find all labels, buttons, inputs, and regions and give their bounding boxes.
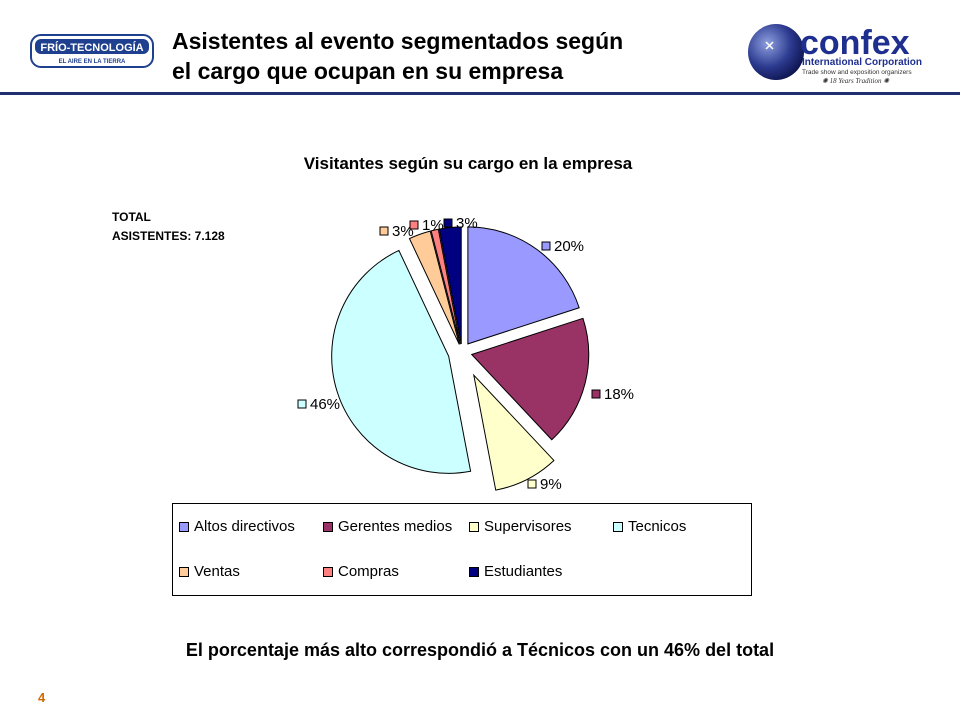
legend-item: Altos directivos: [179, 518, 295, 535]
legend-label: Compras: [338, 563, 399, 580]
logo-left-text1: FRÍO-TECNOLOGÍA: [40, 41, 143, 54]
legend-label: Gerentes medios: [338, 518, 453, 535]
data-label-swatch: [527, 479, 537, 489]
data-label-swatch: [443, 218, 453, 228]
page-title: Asistentes al evento segmentados según e…: [172, 26, 623, 86]
chart-title-text: Visitantes según su cargo en la empresa: [303, 154, 633, 173]
data-label: 9%: [540, 476, 562, 493]
pie-slice-compras: [430, 228, 461, 345]
legend-item: Gerentes medios: [323, 518, 452, 535]
pie-slice-ventas: [408, 230, 460, 345]
legend-label: Ventas: [194, 563, 240, 580]
legend-item: Tecnicos: [613, 518, 686, 535]
pie-slice-gerentes-medios: [470, 317, 590, 441]
legend-item: Ventas: [179, 563, 240, 580]
total-attendees: TOTAL ASISTENTES: 7.128: [112, 208, 225, 246]
page-number: 4: [38, 690, 46, 705]
pie-slice-estudiantes: [438, 226, 462, 345]
legend-item: Compras: [323, 563, 399, 580]
logo-left-text2: EL AIRE EN LA TIERRA: [59, 59, 126, 65]
pie-slice-supervisores: [472, 373, 555, 491]
page-title-line1: Asistentes al evento segmentados según: [172, 28, 624, 54]
legend-label: Tecnicos: [628, 518, 687, 535]
pie-slice-altos-directivos: [467, 226, 580, 345]
legend-swatch: [323, 566, 333, 577]
legend-item: Estudiantes: [469, 563, 562, 580]
chart-title: Visitantes según su cargo en la empresa: [0, 154, 960, 174]
data-label-swatch: [409, 220, 419, 230]
data-label-swatch: [591, 389, 601, 399]
chart-legend: Altos directivos Gerentes medios Superviso…: [172, 503, 752, 596]
logo-right-text3: Trade show and exposition organizers: [802, 69, 912, 76]
data-label-swatch: [379, 226, 389, 236]
header-divider: [0, 92, 960, 95]
legend-swatch: [469, 521, 479, 532]
caption: El porcentaje más alto correspondió a Té…: [185, 640, 775, 660]
frio-tecnologia-logo: FRÍO-TECNOLOGÍA EL AIRE EN LA TIERRA: [30, 34, 154, 68]
legend-label: Supervisores: [484, 518, 572, 535]
data-label: 1%: [422, 217, 444, 234]
legend-label: Altos directivos: [194, 518, 295, 535]
legend-swatch: [179, 521, 189, 532]
pie-slice-tecnicos: [331, 249, 472, 474]
data-label-swatch: [297, 399, 307, 409]
data-label-swatch: [541, 241, 551, 251]
data-label: 46%: [310, 396, 340, 413]
page-title-line2: el cargo que ocupan en su empresa: [172, 58, 564, 84]
logo-right-text4: ✺ 18 Years Tradition ✺: [822, 77, 890, 85]
data-label: 18%: [604, 386, 634, 403]
data-label: 20%: [554, 238, 584, 255]
legend-swatch: [323, 521, 333, 532]
data-label: 3%: [456, 215, 478, 232]
total-line1: TOTAL: [112, 210, 151, 224]
total-line2: ASISTENTES: 7.128: [112, 229, 225, 243]
confex-logo: confex International Corporation Trade s…: [748, 24, 922, 85]
legend-swatch: [613, 521, 623, 532]
data-label: 3%: [392, 223, 414, 240]
globe-icon: [748, 24, 804, 80]
logo-right-text2: International Corporation: [802, 57, 922, 68]
logo-right-text1: confex: [800, 24, 910, 62]
legend-label: Estudiantes: [484, 563, 563, 580]
legend-swatch: [179, 566, 189, 577]
legend-swatch: [469, 566, 479, 577]
legend-item: Supervisores: [469, 518, 572, 535]
